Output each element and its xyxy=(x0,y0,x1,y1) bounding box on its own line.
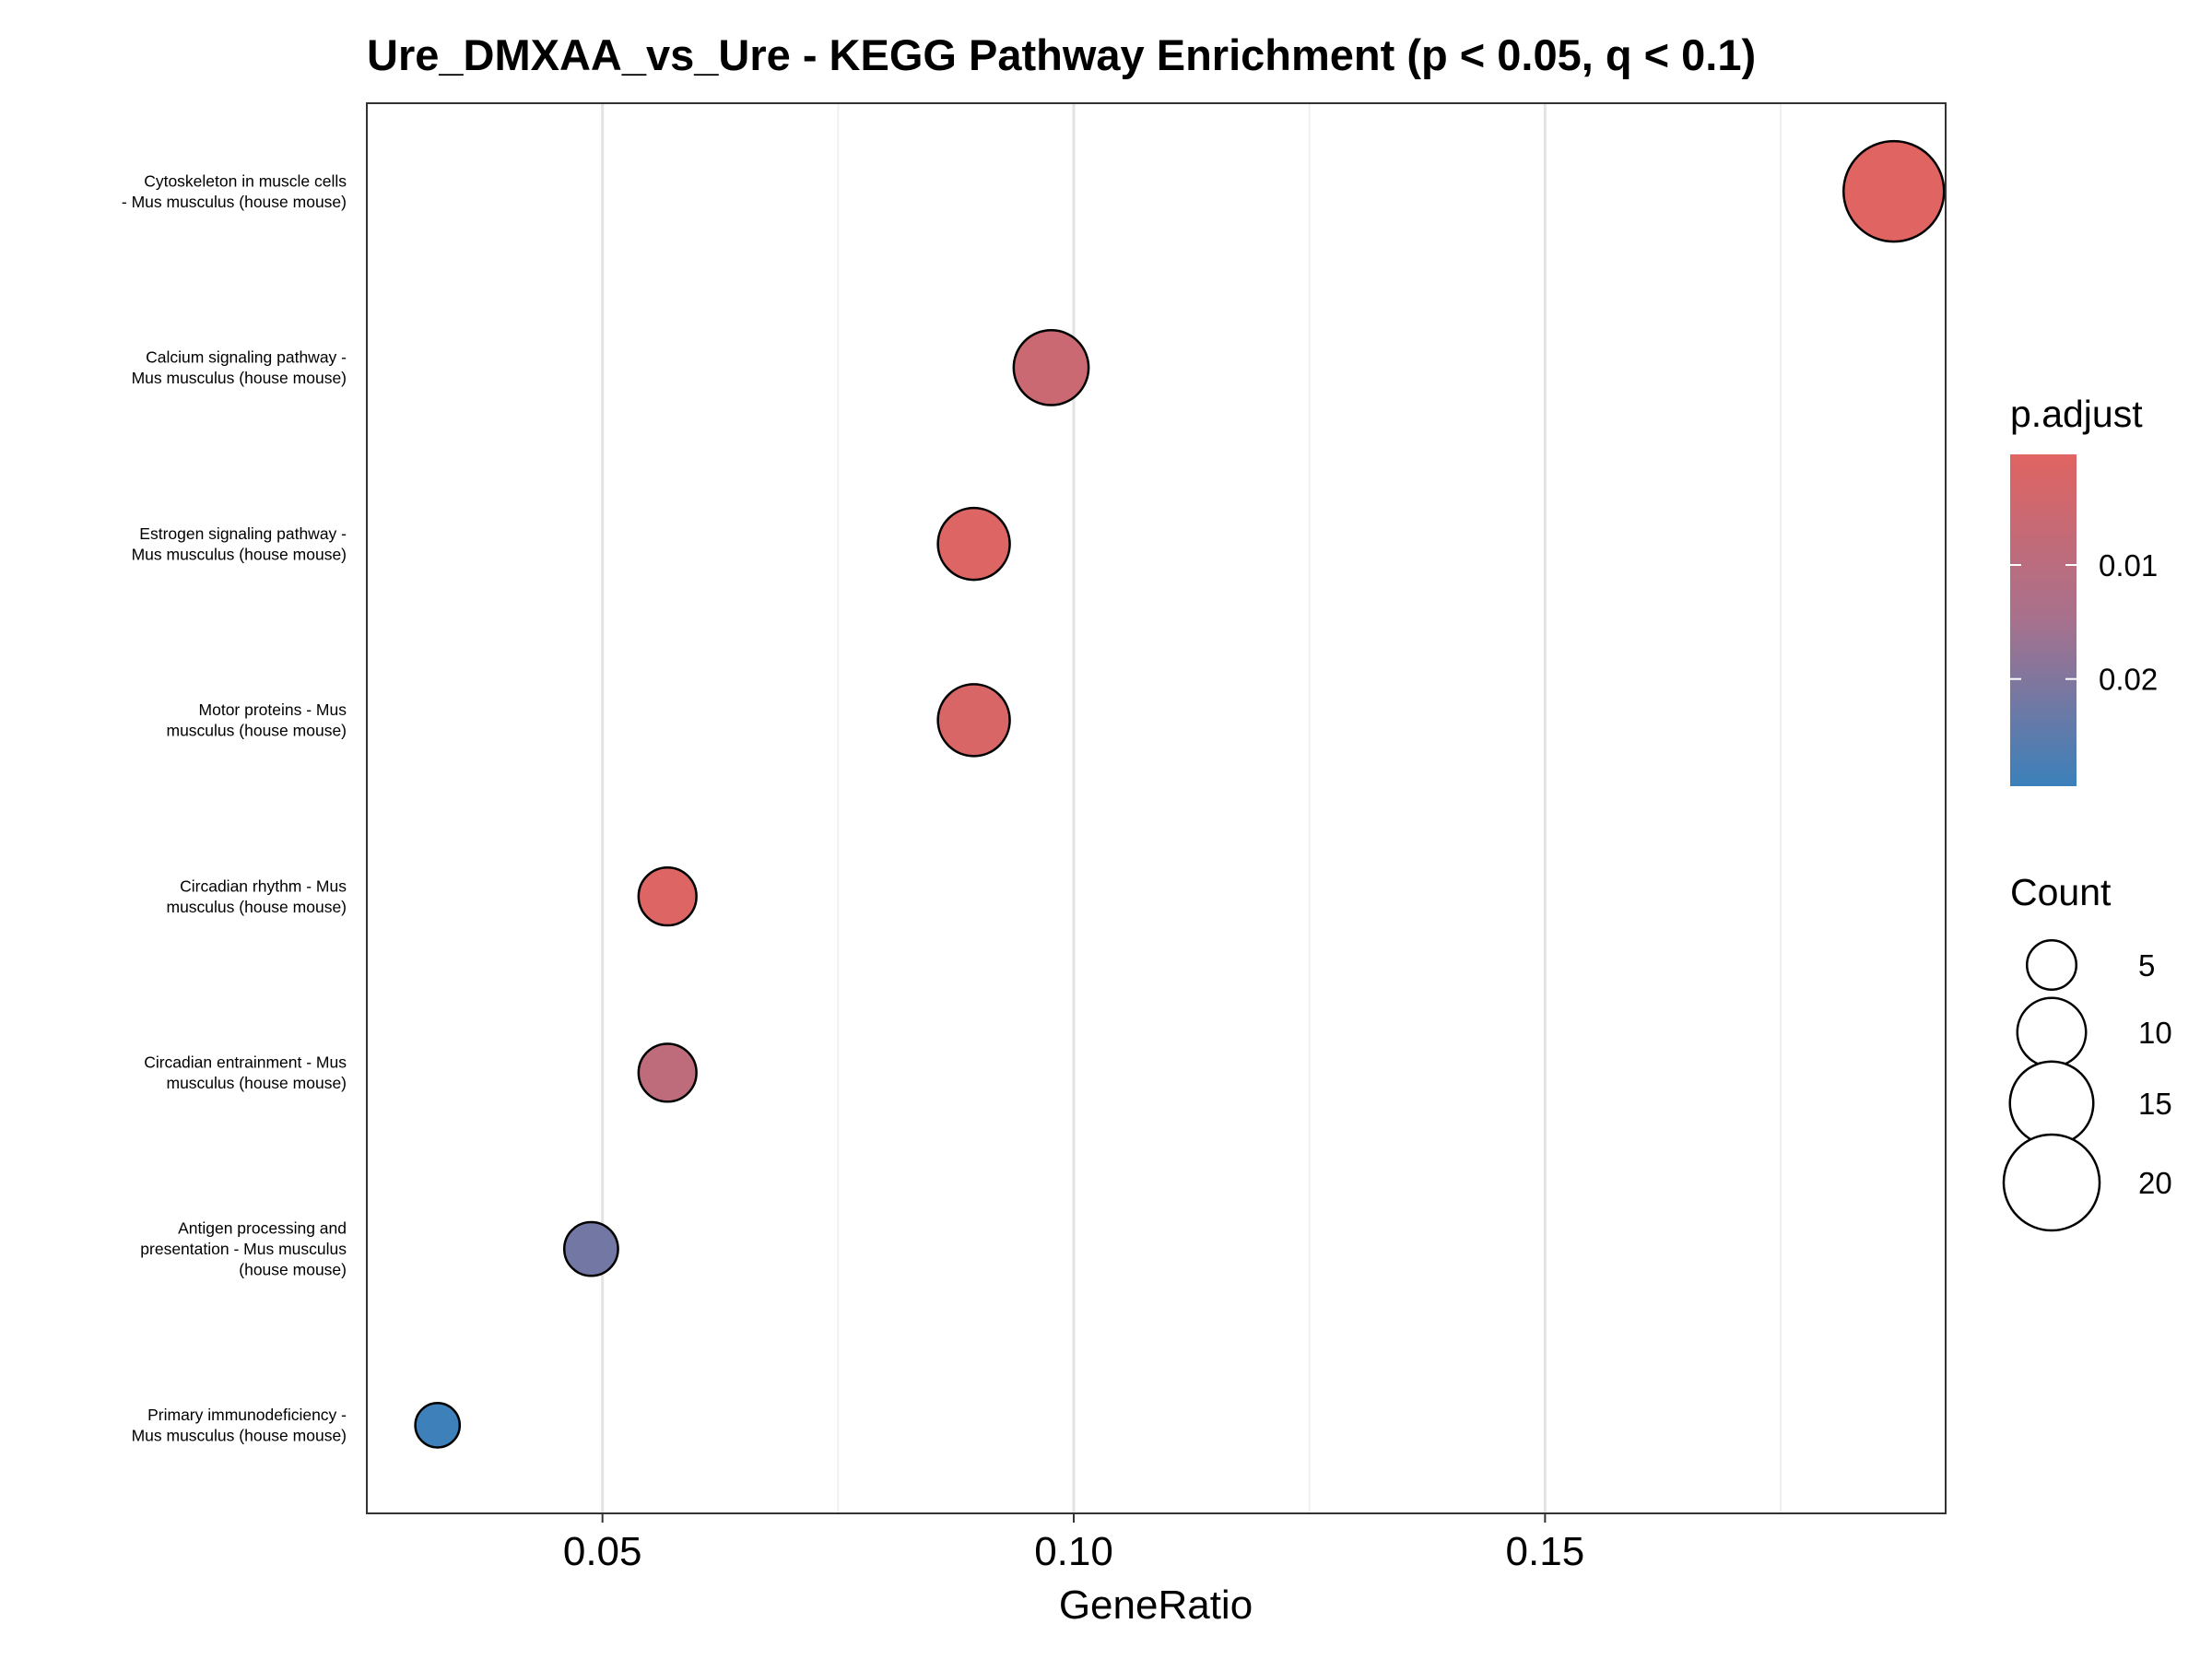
y-axis-label: Circadian rhythm - Mus musculus (house mo… xyxy=(167,877,347,916)
y-axis-label: Cytoskeleton in muscle cells - Mus muscul… xyxy=(122,171,347,211)
chart-title: Ure_DMXAA_vs_Ure - KEGG Pathway Enrichme… xyxy=(367,30,1756,79)
y-axis-label: Primary immunodeficiency - Mus musculus (… xyxy=(132,1406,347,1445)
data-point xyxy=(637,865,698,927)
y-axis-label-line: Circadian rhythm - Mus xyxy=(180,877,347,895)
y-axis-labels: Cytoskeleton in muscle cells - Mus muscul… xyxy=(122,171,347,1444)
y-axis-label-line: Circadian entrainment - Mus xyxy=(144,1053,347,1072)
plot-panel xyxy=(367,103,1946,1513)
y-axis-label-line: Estrogen signaling pathway - xyxy=(139,524,347,543)
p-adjust-colorbar-ticks: 0.01 0.02 xyxy=(2010,548,2158,697)
y-axis-label-line: Motor proteins - Mus xyxy=(199,700,347,719)
p-adjust-legend-title: p.adjust xyxy=(2010,393,2143,435)
y-axis-label-line: musculus (house mouse) xyxy=(167,1074,347,1092)
count-legend-key xyxy=(2025,938,2078,992)
data-point xyxy=(936,683,1011,758)
data-points xyxy=(414,139,1946,1449)
data-point xyxy=(1842,139,1946,243)
count-legend-label: 20 xyxy=(2138,1166,2172,1200)
y-axis-label: Antigen processing and presentation - Mus… xyxy=(140,1219,347,1279)
data-point xyxy=(414,1402,462,1449)
count-legend-key xyxy=(2016,996,2088,1068)
y-axis-label-line: Mus musculus (house mouse) xyxy=(132,1427,347,1445)
data-point xyxy=(637,1042,698,1103)
data-point xyxy=(562,1220,619,1277)
y-axis-label-line: musculus (house mouse) xyxy=(167,898,347,916)
count-legend-items: 5 10 15 20 xyxy=(2002,938,2172,1232)
count-legend-key xyxy=(2008,1060,2095,1147)
y-axis-label-line: - Mus musculus (house mouse) xyxy=(122,193,347,211)
y-axis-label-line: presentation - Mus musculus xyxy=(140,1240,347,1258)
count-legend-key xyxy=(2002,1133,2101,1232)
data-point xyxy=(936,506,1011,582)
y-axis-label-line: (house mouse) xyxy=(239,1261,347,1279)
count-legend-label: 5 xyxy=(2138,948,2155,982)
x-axis-tick-label: 0.05 xyxy=(563,1529,642,1574)
y-axis-label-line: Calcium signaling pathway - xyxy=(146,348,347,367)
p-adjust-colorbar xyxy=(2010,454,2077,786)
y-axis-label: Motor proteins - Mus musculus (house mous… xyxy=(167,700,347,740)
x-axis-tick-label: 0.15 xyxy=(1506,1529,1585,1574)
y-axis-label-line: Mus musculus (house mouse) xyxy=(132,545,347,563)
count-legend: Count 5 10 15 20 xyxy=(2002,871,2172,1232)
colorbar-tick-label: 0.01 xyxy=(2099,548,2158,582)
count-legend-title: Count xyxy=(2010,871,2112,913)
x-axis: 0.05 0.10 0.15 xyxy=(563,1513,1584,1574)
colorbar-tick-label: 0.02 xyxy=(2099,663,2158,697)
y-axis-label-line: Antigen processing and xyxy=(178,1219,347,1238)
x-axis-title: GeneRatio xyxy=(1059,1583,1253,1628)
p-adjust-legend: p.adjust 0.01 0.02 xyxy=(2010,393,2158,786)
y-axis-label: Calcium signaling pathway - Mus musculus … xyxy=(132,348,347,388)
y-axis-label-line: Cytoskeleton in muscle cells xyxy=(144,171,347,190)
y-axis-label: Estrogen signaling pathway - Mus musculus… xyxy=(132,524,347,564)
y-axis-label-line: Mus musculus (house mouse) xyxy=(132,369,347,387)
y-axis-label-line: musculus (house mouse) xyxy=(167,722,347,740)
data-point xyxy=(1012,328,1090,406)
count-legend-label: 15 xyxy=(2138,1087,2172,1121)
count-legend-label: 10 xyxy=(2138,1016,2172,1050)
plot-border xyxy=(366,102,1947,1514)
x-axis-tick-label: 0.10 xyxy=(1034,1529,1113,1574)
y-axis-label: Circadian entrainment - Mus musculus (hou… xyxy=(144,1053,347,1093)
y-axis-label-line: Primary immunodeficiency - xyxy=(147,1406,347,1424)
